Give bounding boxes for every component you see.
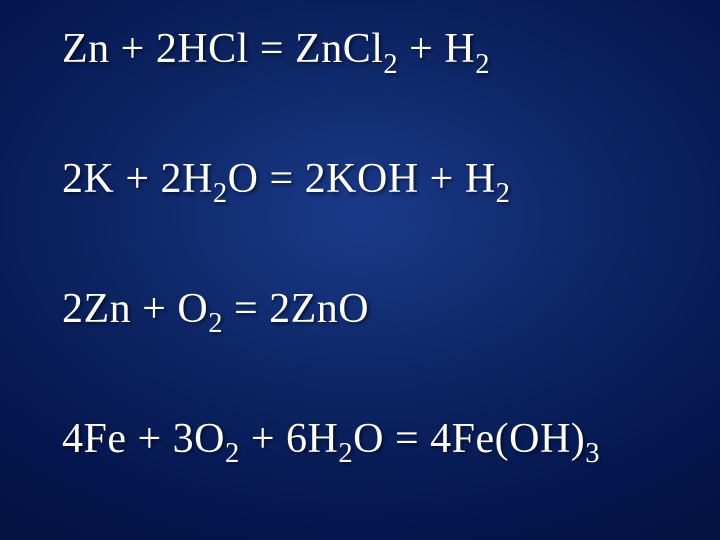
subscript: 3 [585, 438, 600, 469]
equation-2: 2K + 2H2O = 2KOH + H2 [62, 158, 720, 208]
equation-3: 2Zn + O2 = 2ZnO [62, 288, 720, 338]
chemistry-slide: Zn + 2HCl = ZnCl2 + H2 2K + 2H2O = 2KOH … [0, 0, 720, 540]
subscript: 2 [338, 438, 353, 469]
subscript: 2 [208, 308, 223, 339]
equation-1: Zn + 2HCl = ZnCl2 + H2 [62, 28, 720, 78]
subscript: 2 [225, 438, 240, 469]
subscript: 2 [213, 178, 228, 209]
equation-4: 4Fe + 3O2 + 6H2O = 4Fe(OH)3 [62, 418, 720, 468]
subscript: 2 [496, 178, 511, 209]
subscript: 2 [383, 49, 398, 80]
subscript: 2 [475, 49, 490, 80]
